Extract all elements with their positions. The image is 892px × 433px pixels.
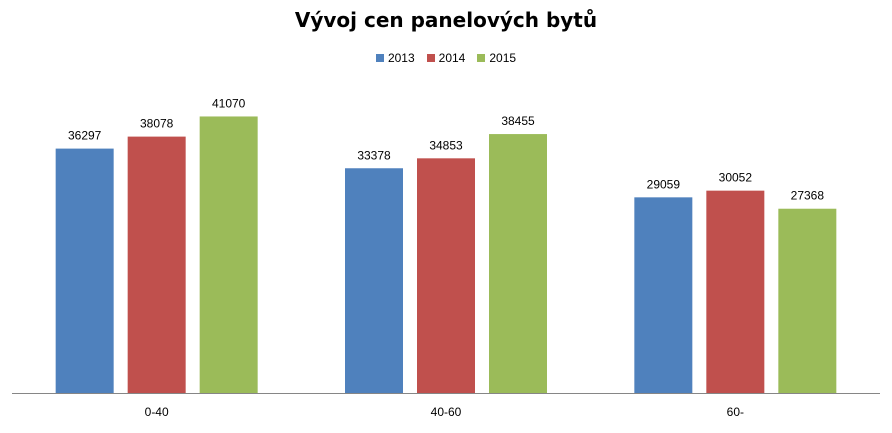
data-label-2014-0-40: 38078 xyxy=(140,117,174,131)
legend-swatch-2013 xyxy=(375,54,384,62)
bar-2013-40-60 xyxy=(345,168,403,393)
legend-label-2015: 2015 xyxy=(489,51,517,65)
legend-swatch-2014 xyxy=(426,54,435,62)
bar-2013-0-40 xyxy=(55,148,114,393)
x-tick-label-60-: 60- xyxy=(727,405,744,419)
bar-2015-0-40 xyxy=(199,116,258,393)
data-label-2013-0-40: 36297 xyxy=(68,129,102,143)
legend-swatch-2015 xyxy=(477,54,486,62)
data-label-2015-60-: 27368 xyxy=(791,189,825,203)
legend: 2013 2014 2015 xyxy=(0,51,892,65)
bar-2014-60- xyxy=(706,190,765,393)
data-label-2015-40-60: 38455 xyxy=(501,114,535,128)
x-tick-label-0-40: 0-40 xyxy=(145,405,169,419)
bar-2014-0-40 xyxy=(127,136,186,393)
chart-title: Vývoj cen panelových bytů xyxy=(294,8,598,32)
data-label-2015-0-40: 41070 xyxy=(212,96,246,110)
bar-2014-40-60 xyxy=(417,158,475,393)
bar-2015-60- xyxy=(778,208,837,393)
data-label-2014-40-60: 34853 xyxy=(429,138,463,152)
bar-2013-60- xyxy=(634,197,693,393)
legend-item-2013: 2013 xyxy=(375,51,415,65)
data-label-2013-60-: 29059 xyxy=(647,177,681,191)
x-tick-label-40-60: 40-60 xyxy=(431,405,462,419)
legend-label-2014: 2014 xyxy=(438,51,466,65)
legend-label-2013: 2013 xyxy=(387,51,415,65)
legend-item-2015: 2015 xyxy=(477,51,516,65)
legend-item-2014: 2014 xyxy=(426,51,466,65)
data-label-2013-40-60: 33378 xyxy=(357,148,391,162)
bar-2015-40-60 xyxy=(489,134,547,393)
data-label-2014-60-: 30052 xyxy=(719,171,753,185)
